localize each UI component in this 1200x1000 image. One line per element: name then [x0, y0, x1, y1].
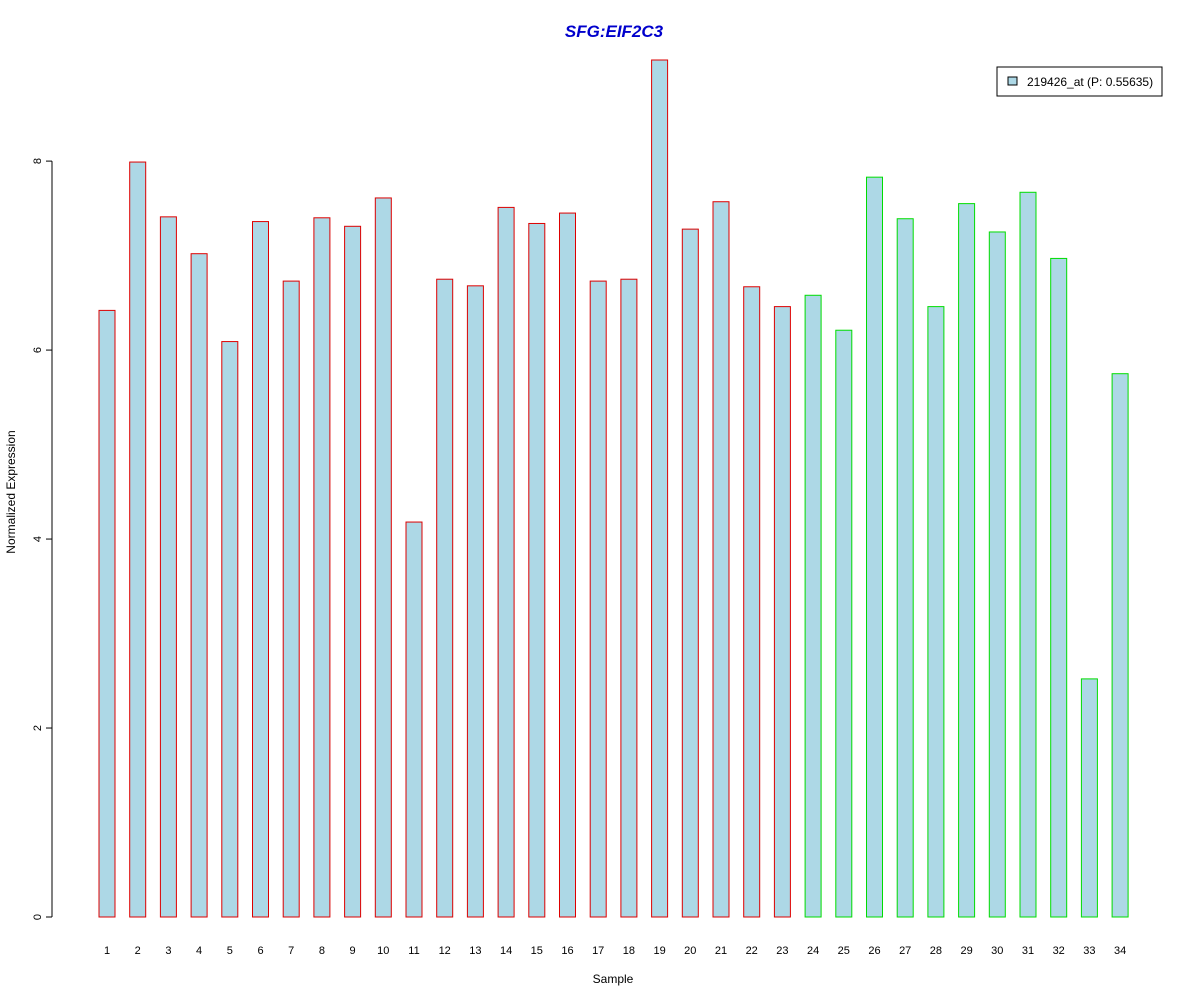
- x-tick-label: 34: [1114, 945, 1126, 957]
- x-tick-label: 14: [500, 945, 512, 957]
- bar: [282, 280, 300, 918]
- y-tick-label: 4: [32, 536, 44, 542]
- x-tick-label: 28: [930, 945, 942, 957]
- legend-box: [996, 66, 1163, 97]
- x-tick-label: 27: [899, 945, 911, 957]
- y-tick-label: 2: [32, 725, 44, 731]
- bar: [866, 176, 883, 918]
- x-tick-label: 21: [715, 945, 727, 957]
- bar: [1111, 373, 1129, 918]
- bar: [374, 197, 392, 918]
- chart-title: SFG:EIF2C3: [565, 22, 664, 41]
- x-tick-label: 1: [104, 945, 110, 957]
- x-tick-label: 18: [623, 945, 635, 957]
- bar: [712, 201, 730, 918]
- x-tick-label: 29: [960, 945, 972, 957]
- x-tick-label: 10: [377, 945, 389, 957]
- x-tick-label: 26: [868, 945, 880, 957]
- y-tick-label: 0: [32, 914, 44, 920]
- bar: [620, 278, 638, 918]
- bar: [1050, 257, 1068, 918]
- x-tick-label: 5: [227, 945, 233, 957]
- bar: [252, 221, 269, 918]
- x-tick-label: 12: [439, 945, 451, 957]
- bar: [681, 228, 699, 918]
- bar: [221, 341, 239, 918]
- x-tick-label: 17: [592, 945, 604, 957]
- x-tick-label: 32: [1053, 945, 1065, 957]
- x-tick-label: 8: [319, 945, 325, 957]
- bar: [528, 222, 546, 918]
- x-tick-label: 23: [776, 945, 788, 957]
- bar: [1019, 191, 1037, 918]
- x-tick-label: 11: [408, 945, 419, 957]
- bar: [835, 329, 853, 918]
- bar: [559, 212, 576, 918]
- x-tick-label: 30: [991, 945, 1003, 957]
- bar: [773, 306, 791, 918]
- y-tick-label: 6: [32, 347, 44, 353]
- x-axis-label: Sample: [593, 972, 634, 986]
- x-tick-label: 16: [561, 945, 573, 957]
- bar: [743, 286, 761, 918]
- x-tick-label: 6: [257, 945, 263, 957]
- y-tick-label: 8: [32, 158, 44, 164]
- x-tick-label: 33: [1083, 945, 1095, 957]
- bar: [436, 278, 454, 918]
- legend-swatch: [1007, 76, 1018, 86]
- x-tick-label: 31: [1022, 945, 1034, 957]
- bar: [313, 217, 331, 918]
- bar: [804, 294, 822, 918]
- y-axis-label: Normalized Expression: [4, 430, 18, 553]
- x-tick-label: 22: [746, 945, 758, 957]
- bar: [1080, 678, 1098, 918]
- bar: [159, 216, 177, 918]
- bar: [589, 280, 607, 918]
- x-axis-tick-labels: 1 2 3 4 5 6 7 8 9 10 11 12 13 14 15 16 17 18 19 20 21 22 23 24 2…: [104, 945, 1126, 957]
- x-tick-label: 7: [288, 945, 294, 957]
- y-axis: 0 2 4 6 8: [32, 158, 53, 920]
- bar: [129, 161, 147, 918]
- x-tick-label: 2: [135, 945, 141, 957]
- bar: [651, 59, 669, 918]
- legend: 219426_at (P: 0.55635): [996, 66, 1163, 97]
- x-tick-label: 25: [838, 945, 850, 957]
- bars-group: [98, 59, 1129, 918]
- bar: [466, 285, 484, 918]
- x-tick-label: 19: [653, 945, 665, 957]
- x-tick-label: 9: [350, 945, 356, 957]
- legend-label: 219426_at (P: 0.55635): [1027, 75, 1153, 89]
- bar: [344, 225, 362, 918]
- x-tick-label: 24: [807, 945, 819, 957]
- bar: [405, 521, 423, 918]
- bar: [988, 231, 1006, 918]
- x-tick-label: 3: [165, 945, 171, 957]
- bar: [896, 218, 914, 918]
- x-tick-label: 20: [684, 945, 696, 957]
- x-tick-label: 15: [531, 945, 543, 957]
- bar: [958, 203, 976, 918]
- bar: [98, 309, 116, 918]
- x-tick-label: 4: [196, 945, 202, 957]
- bar: [927, 306, 945, 918]
- bar: [497, 206, 515, 918]
- x-tick-label: 13: [469, 945, 481, 957]
- bar: [190, 253, 208, 918]
